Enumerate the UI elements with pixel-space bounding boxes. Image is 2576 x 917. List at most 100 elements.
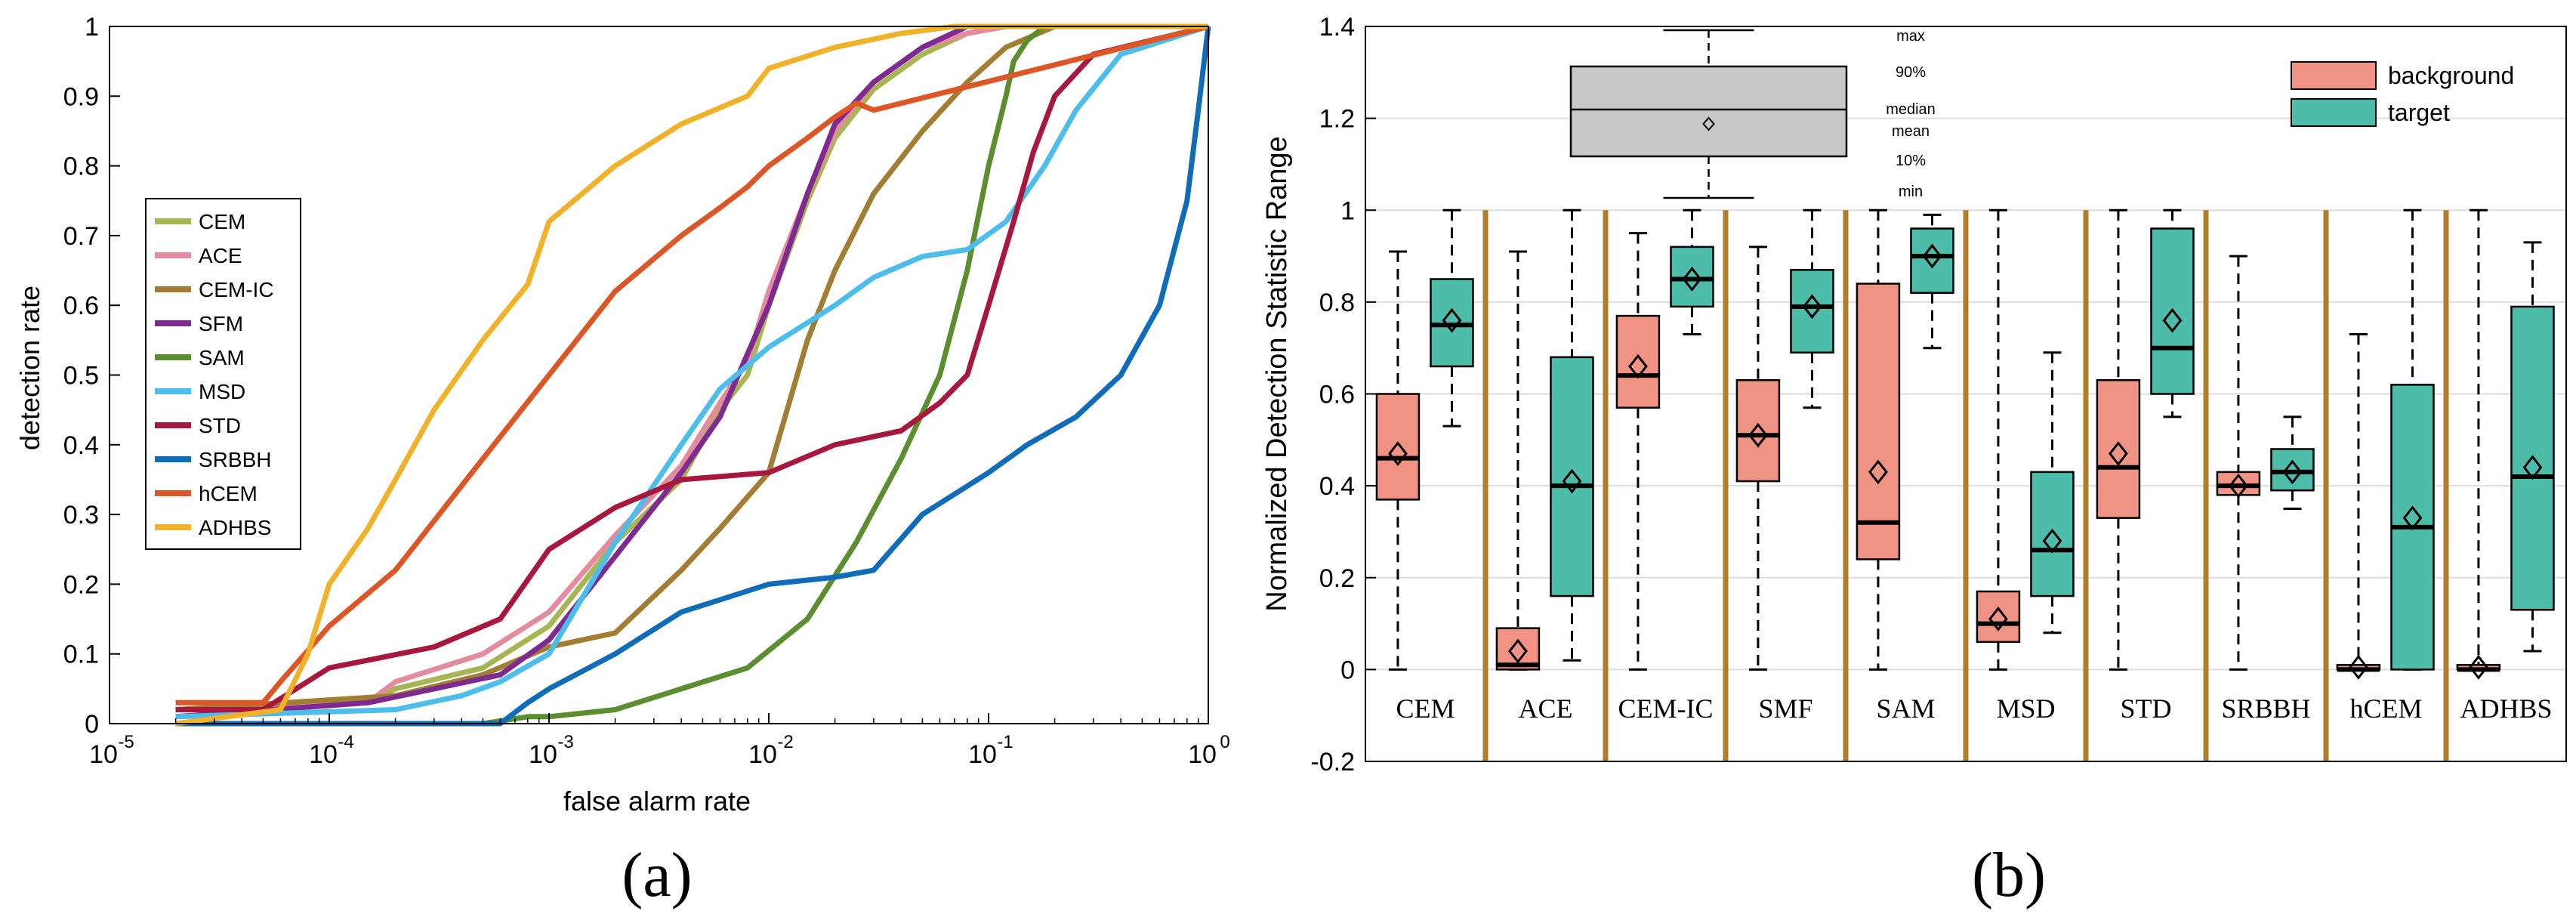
box-smf-target-box bbox=[1790, 269, 1834, 354]
x-tick-label-5: 10 bbox=[1188, 740, 1217, 769]
panel-b: max 90% median mean 10% min -0.2 0 0.2 0.4 0.6 0.8… bbox=[1261, 13, 2567, 910]
box-cem-target bbox=[1430, 208, 1474, 428]
box-adhbs-target-mean bbox=[2522, 455, 2543, 480]
category-label-hcem: hCEM bbox=[2349, 693, 2422, 724]
y-tick-label-0: 0 bbox=[85, 710, 99, 739]
line-cem bbox=[175, 23, 1208, 712]
legend-label-cem: CEM bbox=[199, 210, 245, 233]
x-tick-exp-5: 0 bbox=[1220, 732, 1229, 752]
box-ace-background bbox=[1495, 250, 1541, 671]
panel-b-ticks: -0.2 0 0.2 0.4 0.6 0.8 1 1.2 1.4 bbox=[1310, 13, 1376, 777]
x-tick-label-0: 10 bbox=[89, 740, 118, 769]
box-cem-background-mean bbox=[1388, 441, 1408, 466]
panel-b-ylabel: Normalized Detection Statistic Range bbox=[1261, 136, 1293, 611]
panel-b-legend: background target bbox=[2291, 61, 2514, 127]
category-label-adhbs: ADHBS bbox=[2460, 693, 2552, 724]
box-std-background bbox=[2096, 208, 2141, 671]
box-sam-target-mean bbox=[1922, 243, 1942, 269]
box-ace-target bbox=[1550, 208, 1594, 662]
category-label-msd: MSD bbox=[1996, 693, 2055, 724]
box-smf-background-box bbox=[1735, 379, 1781, 483]
line-std bbox=[175, 23, 1209, 712]
category-label-std: STD bbox=[2120, 693, 2171, 724]
box-hcem-background bbox=[2336, 332, 2381, 680]
box-ace-target-box bbox=[1550, 356, 1594, 597]
line-msd bbox=[175, 23, 1210, 720]
inset-mean-marker bbox=[1702, 116, 1715, 131]
box-std-background-mean bbox=[2109, 441, 2128, 466]
legend-label-target: target bbox=[2388, 99, 2450, 126]
y-tick-label-6: 0.6 bbox=[63, 292, 99, 320]
line-hcem bbox=[175, 23, 1209, 706]
legend-swatch-background bbox=[2291, 61, 2377, 90]
x-tick-label-4: 10 bbox=[968, 740, 997, 769]
box-hcem-target-mean bbox=[2402, 505, 2423, 531]
panel-a-ylabel: detection rate bbox=[14, 286, 45, 450]
panel-b-boxes bbox=[1375, 208, 2555, 680]
y-tick-label-9: 0.9 bbox=[63, 82, 99, 111]
x-tick-exp-1: -4 bbox=[338, 732, 353, 752]
box-ace-background-mean bbox=[1508, 638, 1528, 664]
panel-b-separators bbox=[1482, 210, 2449, 761]
box-cem-background-box bbox=[1375, 393, 1421, 501]
x-tick-exp-4: -1 bbox=[997, 732, 1013, 752]
legend-label-cem-ic: CEM-IC bbox=[199, 278, 274, 301]
box-smf-target-mean bbox=[1802, 294, 1822, 320]
line-srbbh bbox=[175, 26, 1211, 727]
y-tick-label-8: 0.8 bbox=[63, 153, 99, 181]
panel-a-label: (a) bbox=[622, 840, 692, 910]
x-tick-label-2: 10 bbox=[529, 740, 557, 769]
box-cem-ic-target-mean bbox=[1682, 267, 1702, 292]
box-smf-background-mean bbox=[1748, 422, 1768, 448]
x-tick-exp-0: -5 bbox=[118, 732, 134, 752]
panel-a-ticks: 10 -5 10 -4 10 -3 10 -2 10 -1 10 000.10.20.30.40.50… bbox=[63, 13, 1230, 769]
line-sfm bbox=[175, 23, 1208, 720]
legend-label-background: background bbox=[2388, 62, 2514, 89]
box-msd-background-box bbox=[1976, 590, 2021, 644]
b-y-tick-label-4: 0.6 bbox=[1319, 381, 1355, 409]
inset-label-90-: 90% bbox=[1896, 64, 1926, 81]
category-label-ace: ACE bbox=[1519, 693, 1573, 724]
x-tick-exp-3: -2 bbox=[777, 732, 793, 752]
b-y-tick-label-6: 1 bbox=[1340, 196, 1355, 225]
inset-label-median: median bbox=[1886, 101, 1936, 118]
box-msd-background bbox=[1976, 208, 2021, 671]
box-smf-target bbox=[1790, 208, 1834, 409]
category-label-srbbh: SRBBH bbox=[2221, 693, 2310, 724]
inset-label-mean: mean bbox=[1892, 123, 1930, 140]
line-sam bbox=[175, 23, 1208, 727]
box-msd-target-box bbox=[2030, 471, 2075, 597]
y-tick-label-5: 0.5 bbox=[63, 362, 99, 391]
y-tick-label-3: 0.3 bbox=[63, 501, 99, 530]
box-srbbh-target-mean bbox=[2282, 459, 2303, 485]
legend-label-sam: SAM bbox=[199, 346, 245, 369]
box-smf-background bbox=[1735, 245, 1781, 671]
box-sam-background-box bbox=[1856, 283, 1901, 560]
legend-label-sfm: SFM bbox=[199, 312, 243, 335]
box-msd-background-mean bbox=[1988, 607, 2008, 631]
inset-label-max: max bbox=[1896, 28, 1925, 45]
x-tick-exp-2: -3 bbox=[557, 732, 573, 752]
box-hcem-background-mean bbox=[2349, 654, 2368, 680]
box-srbbh-background bbox=[2216, 255, 2261, 671]
b-y-tick-label-3: 0.4 bbox=[1319, 472, 1355, 501]
box-adhbs-background bbox=[2456, 208, 2501, 680]
panel-b-label: (b) bbox=[1972, 840, 2046, 910]
box-cem-ic-target-box bbox=[1670, 245, 1714, 308]
box-sam-background bbox=[1856, 208, 1901, 671]
box-ace-target-mean bbox=[1562, 468, 1582, 494]
box-msd-target bbox=[2030, 351, 2075, 634]
legend-label-adhbs: ADHBS bbox=[199, 516, 271, 539]
legend-swatch-target bbox=[2291, 98, 2377, 127]
box-sam-background-mean bbox=[1868, 459, 1888, 485]
x-tick-label-3: 10 bbox=[748, 740, 777, 769]
b-y-tick-label-1: 0 bbox=[1340, 656, 1355, 684]
box-adhbs-background-mean bbox=[2469, 654, 2488, 680]
y-tick-label-10: 1 bbox=[85, 13, 99, 42]
legend-label-std: STD bbox=[199, 414, 241, 437]
category-label-cem: CEM bbox=[1396, 693, 1455, 724]
legend-label-msd: MSD bbox=[199, 380, 245, 403]
box-cem-ic-background bbox=[1615, 232, 1661, 671]
box-cem-target-mean bbox=[1442, 307, 1462, 333]
